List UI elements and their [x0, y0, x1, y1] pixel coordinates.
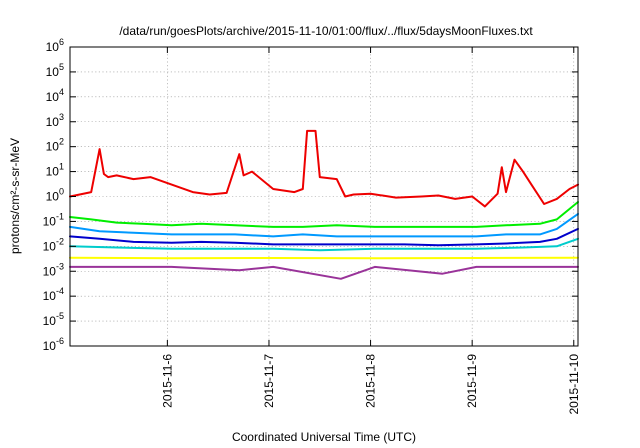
y-tick-label: 102: [46, 137, 64, 154]
x-tick-label: 2015-11-7: [262, 354, 276, 408]
y-tick-label: 10-1: [43, 211, 64, 228]
series-line-5: [69, 237, 579, 252]
y-tick-label: 10-6: [43, 336, 64, 353]
grid: [70, 47, 578, 346]
y-tick-label: 105: [46, 62, 64, 79]
y-tick-label: 106: [46, 37, 64, 54]
y-tick-label: 104: [46, 87, 64, 104]
series-line-4: [69, 227, 579, 247]
x-tick-label: 2015-11-10: [567, 354, 581, 415]
y-tick-label: 10-3: [43, 261, 64, 278]
y-tick-label: 100: [46, 187, 64, 204]
series-line-7: [69, 265, 579, 280]
series-line-1: [69, 129, 579, 208]
x-tick-label: 2015-11-6: [160, 354, 174, 408]
y-tick-label: 101: [46, 162, 64, 179]
y-tick-label: 103: [46, 112, 64, 129]
series-line-3: [69, 212, 579, 238]
series-line-2: [69, 201, 579, 228]
y-axis-label: protons/cm²-s-sr-MeV: [8, 138, 22, 254]
x-tick-label: 2015-11-9: [465, 354, 479, 408]
y-tick-label: 10-4: [43, 286, 64, 303]
y-tick-label: 10-2: [43, 236, 64, 253]
x-ticks: 2015-11-6 2015-11-7 2015-11-8 2015-11-9 2015…: [160, 47, 581, 415]
x-tick-label: 2015-11-8: [364, 354, 378, 408]
x-axis-label: Coordinated Universal Time (UTC): [232, 430, 416, 444]
y-tick-label: 10-5: [43, 311, 64, 328]
series-group: [69, 129, 579, 280]
chart-title: /data/run/goesPlots/archive/2015-11-10/0…: [119, 24, 533, 38]
series-line-6: [69, 256, 579, 260]
